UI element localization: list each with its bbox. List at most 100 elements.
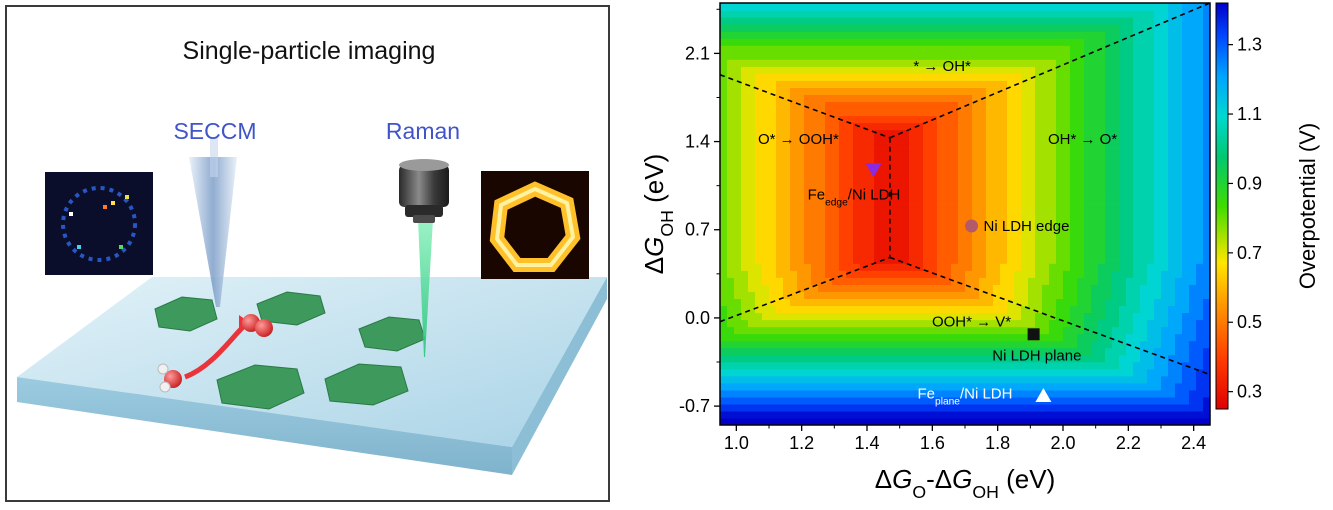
heatmap-cell xyxy=(1140,235,1148,243)
heatmap-cell xyxy=(1147,87,1155,96)
heatmap-cell xyxy=(979,150,987,159)
heatmap-cell xyxy=(860,150,868,159)
heatmap-cell xyxy=(1063,417,1071,425)
heatmap-cell xyxy=(958,178,966,187)
heatmap-cell xyxy=(769,242,777,250)
heatmap-cell xyxy=(1105,164,1113,173)
heatmap-cell xyxy=(937,178,945,187)
heatmap-cell xyxy=(965,150,973,159)
heatmap-cell xyxy=(1168,108,1176,117)
heatmap-cell xyxy=(1014,235,1022,243)
heatmap-cell xyxy=(888,284,896,292)
heatmap-cell xyxy=(846,340,854,349)
heatmap-cell xyxy=(930,94,938,103)
heatmap-cell xyxy=(881,24,889,32)
heatmap-cell xyxy=(993,298,1001,307)
heatmap-cell xyxy=(1056,396,1064,405)
heatmap-cell xyxy=(965,59,973,67)
heatmap-cell xyxy=(846,417,854,425)
heatmap-cell xyxy=(755,382,763,391)
heatmap-cell xyxy=(1014,305,1022,314)
heatmap-cell xyxy=(902,305,910,314)
heatmap-cell xyxy=(1021,101,1029,110)
heatmap-cell xyxy=(1035,38,1043,46)
heatmap-cell xyxy=(1105,347,1113,356)
heatmap-cell xyxy=(902,178,910,187)
heatmap-cell xyxy=(853,185,861,194)
heatmap-cell xyxy=(769,31,777,39)
heatmap-cell xyxy=(1189,108,1197,117)
heatmap-cell xyxy=(1168,171,1176,180)
heatmap-cell xyxy=(867,129,875,138)
heatmap-cell xyxy=(1077,389,1085,398)
heatmap-cell xyxy=(972,333,980,342)
heatmap-cell xyxy=(916,192,924,201)
heatmap-cell xyxy=(748,389,756,398)
heatmap-cell xyxy=(853,298,861,307)
heatmap-cell xyxy=(1168,228,1176,236)
heatmap-cell xyxy=(1007,242,1015,250)
heatmap-cell xyxy=(909,417,917,425)
heatmap-cell xyxy=(888,277,896,285)
heatmap-cell xyxy=(811,171,819,180)
heatmap-cell xyxy=(1091,277,1099,285)
heatmap-cell xyxy=(958,284,966,292)
heatmap-cell xyxy=(748,3,756,11)
heatmap-cell xyxy=(741,38,749,46)
heatmap-cell xyxy=(769,45,777,53)
heatmap-cell xyxy=(762,221,770,229)
heatmap-cell xyxy=(755,45,763,53)
heatmap-cell xyxy=(1182,52,1190,60)
heatmap-cell xyxy=(790,164,798,173)
heatmap-cell xyxy=(888,45,896,53)
heatmap-cell xyxy=(979,199,987,208)
heatmap-cell xyxy=(1147,410,1155,419)
heatmap-cell xyxy=(1091,178,1099,187)
heatmap-cell xyxy=(1028,10,1036,18)
heatmap-cell xyxy=(1175,214,1183,222)
heatmap-cell xyxy=(993,157,1001,166)
heatmap-cell xyxy=(1007,17,1015,25)
heatmap-cell xyxy=(923,410,931,419)
heatmap-cell xyxy=(797,403,805,412)
raman-objective-nose xyxy=(413,215,435,223)
heatmap-cell xyxy=(1035,3,1043,11)
heatmap-cell xyxy=(783,361,791,370)
heatmap-cell xyxy=(881,150,889,159)
heatmap-cell xyxy=(1077,396,1085,405)
heatmap-cell xyxy=(937,171,945,180)
heatmap-cell xyxy=(1056,136,1064,145)
heatmap-cell xyxy=(909,403,917,412)
heatmap-cell xyxy=(1000,150,1008,159)
heatmap-cell xyxy=(776,31,784,39)
heatmap-cell xyxy=(797,221,805,229)
heatmap-cell xyxy=(1154,242,1162,250)
heatmap-cell xyxy=(881,66,889,74)
heatmap-cell xyxy=(867,171,875,180)
heatmap-cell xyxy=(930,87,938,96)
heatmap-cell xyxy=(1063,284,1071,292)
heatmap-cell xyxy=(958,305,966,314)
heatmap-cell xyxy=(909,277,917,285)
heatmap-cell xyxy=(769,396,777,405)
heatmap-cell xyxy=(888,354,896,363)
heatmap-cell xyxy=(986,66,994,74)
heatmap-cell xyxy=(1105,185,1113,194)
heatmap-cell xyxy=(1119,73,1127,81)
heatmap-cell xyxy=(846,52,854,60)
heatmap-cell xyxy=(1140,284,1148,292)
heatmap-cell xyxy=(937,228,945,236)
heatmap-cell xyxy=(888,263,896,271)
heatmap-cell xyxy=(1000,52,1008,60)
heatmap-cell xyxy=(958,347,966,356)
heatmap-cell xyxy=(902,319,910,328)
heatmap-cell xyxy=(1189,347,1197,356)
heatmap-cell xyxy=(769,361,777,370)
heatmap-cell xyxy=(958,94,966,103)
heatmap-cell xyxy=(734,206,742,215)
heatmap-cell xyxy=(1042,38,1050,46)
heatmap-cell xyxy=(1203,129,1210,138)
heatmap-cell xyxy=(1189,31,1197,39)
heatmap-cell xyxy=(741,228,749,236)
